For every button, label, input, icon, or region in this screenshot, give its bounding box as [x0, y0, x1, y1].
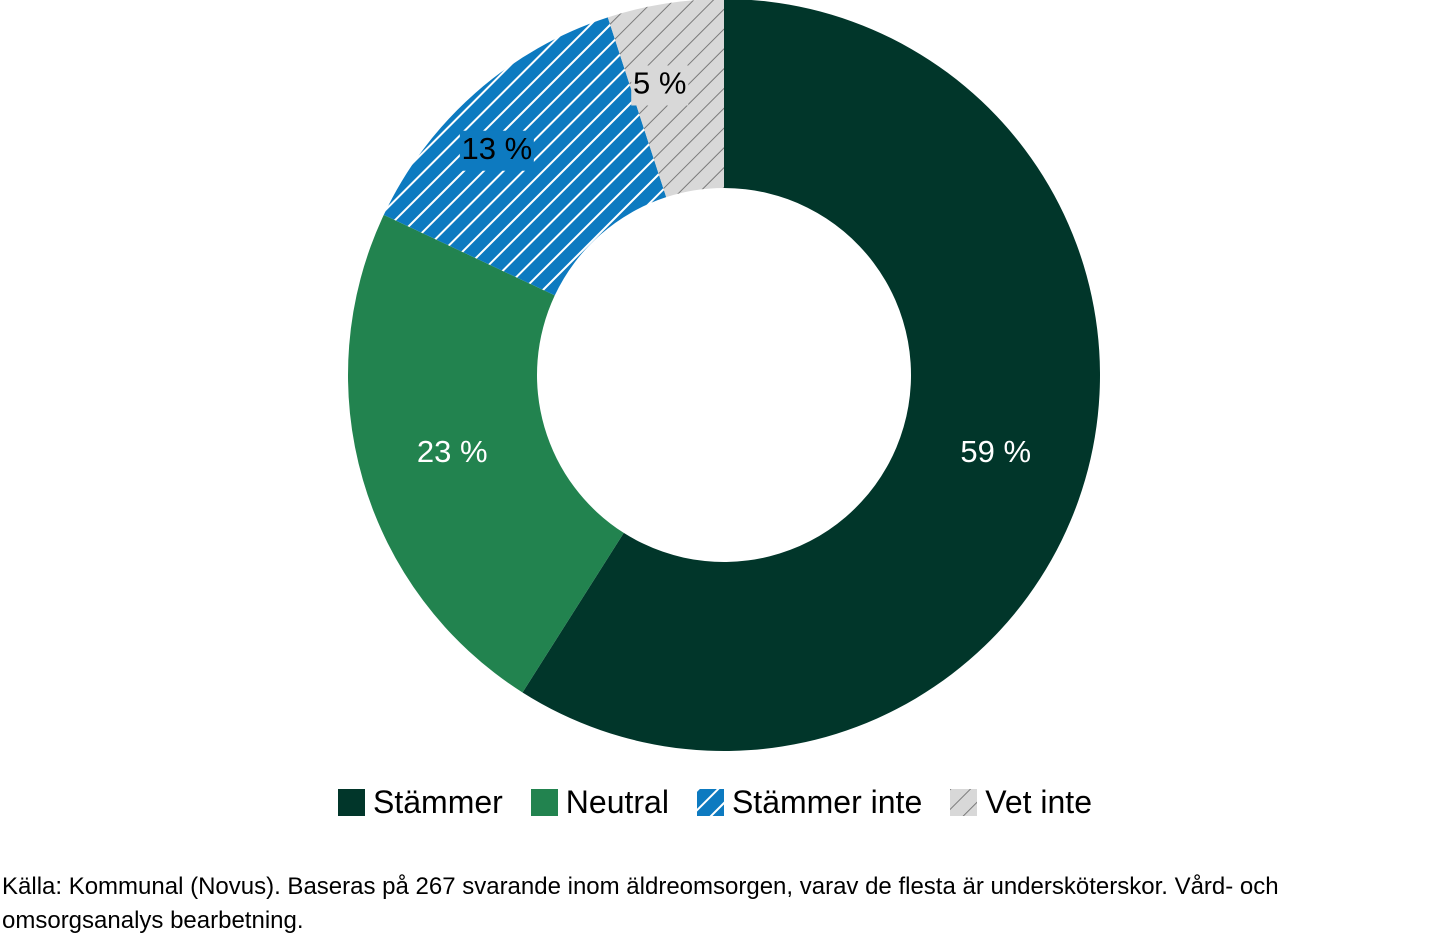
legend-label-stammer-inte: Stämmer inte — [731, 784, 923, 820]
data-label-stammer: 59 % — [960, 434, 1031, 469]
data-label-neutral: 23 % — [417, 434, 488, 469]
slice-stammer — [522, 0, 1100, 751]
legend-item-neutral: Neutral — [530, 784, 669, 821]
legend-swatch-stammer-inte — [696, 789, 724, 816]
legend-swatch-vet-inte — [950, 789, 978, 816]
data-label-vet-inte: 5 % — [633, 66, 686, 101]
slice-neutral — [348, 214, 624, 693]
data-label-bg-stammer-inte — [459, 130, 534, 171]
source-note: Källa: Kommunal (Novus). Baseras på 267 … — [2, 870, 1422, 938]
legend: Stämmer Neutral Stämmer inte Vet inte — [0, 784, 1430, 821]
legend-swatch-neutral — [530, 789, 558, 816]
legend-item-stammer: Stämmer — [338, 784, 503, 821]
legend-item-stammer-inte: Stämmer inte — [696, 784, 923, 821]
source-line-2: omsorgsanalys bearbetning. — [2, 907, 304, 934]
legend-item-vet-inte: Vet inte — [950, 784, 1092, 821]
legend-label-vet-inte: Vet inte — [985, 784, 1092, 820]
legend-swatch-stammer — [338, 789, 365, 816]
donut-chart: 59 % 23 % 13 % 5 % — [348, 0, 1100, 751]
legend-label-neutral: Neutral — [565, 784, 669, 820]
data-label-stammer-inte: 13 % — [462, 131, 533, 166]
legend-label-stammer: Stämmer — [373, 784, 503, 820]
data-label-bg-vet-inte — [631, 65, 689, 106]
source-line-1: Källa: Kommunal (Novus). Baseras på 267 … — [2, 873, 1279, 900]
